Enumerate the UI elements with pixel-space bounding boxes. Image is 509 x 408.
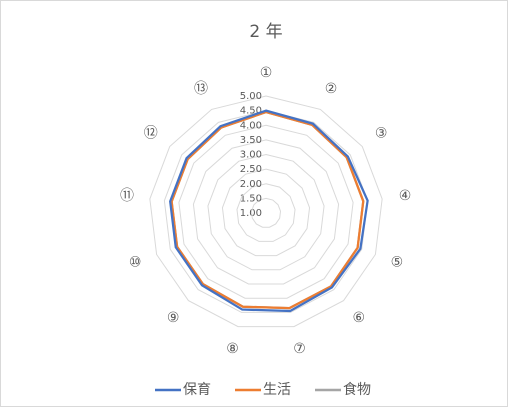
category-label: ④ (399, 188, 412, 204)
series-line (170, 110, 365, 310)
y-tick-label: 1.50 (240, 193, 262, 204)
category-label: ⑥ (353, 310, 366, 326)
y-tick-label: 4.00 (240, 120, 262, 131)
y-tick-label: 3.50 (240, 135, 262, 146)
y-tick-label: 4.50 (240, 106, 262, 117)
grid-ring (149, 95, 383, 328)
y-tick-label: 2.50 (240, 164, 262, 175)
category-label: ⑫ (144, 125, 158, 141)
grid-ring (250, 197, 282, 228)
y-tick-label: 3.00 (240, 150, 262, 161)
y-tick-label: 5.00 (240, 91, 262, 102)
category-label: ⑪ (120, 188, 134, 204)
y-tick-label: 1.00 (240, 208, 262, 219)
grid-ring (221, 168, 311, 257)
series-line (169, 109, 369, 313)
category-label: ② (325, 81, 338, 97)
grid-ring (207, 153, 325, 271)
legend-label: 生活 (263, 382, 291, 398)
category-label: ⑦ (293, 341, 306, 357)
legend-label: 保育 (183, 382, 211, 398)
category-label: ⑩ (129, 255, 142, 271)
chart-title: 2 年 (249, 22, 282, 42)
grid-ring (178, 124, 354, 299)
y-tick-label: 2.00 (240, 179, 262, 190)
legend-label: 食物 (343, 381, 371, 398)
grid-ring (192, 139, 340, 285)
category-label: ① (260, 65, 273, 81)
category-label: ③ (375, 125, 388, 141)
category-label: ⑧ (226, 341, 239, 357)
category-label: ⑨ (167, 310, 180, 326)
grid-ring (163, 110, 369, 313)
grid-ring (236, 183, 296, 242)
category-label: ⑬ (194, 81, 208, 97)
category-label: ⑤ (391, 255, 404, 271)
